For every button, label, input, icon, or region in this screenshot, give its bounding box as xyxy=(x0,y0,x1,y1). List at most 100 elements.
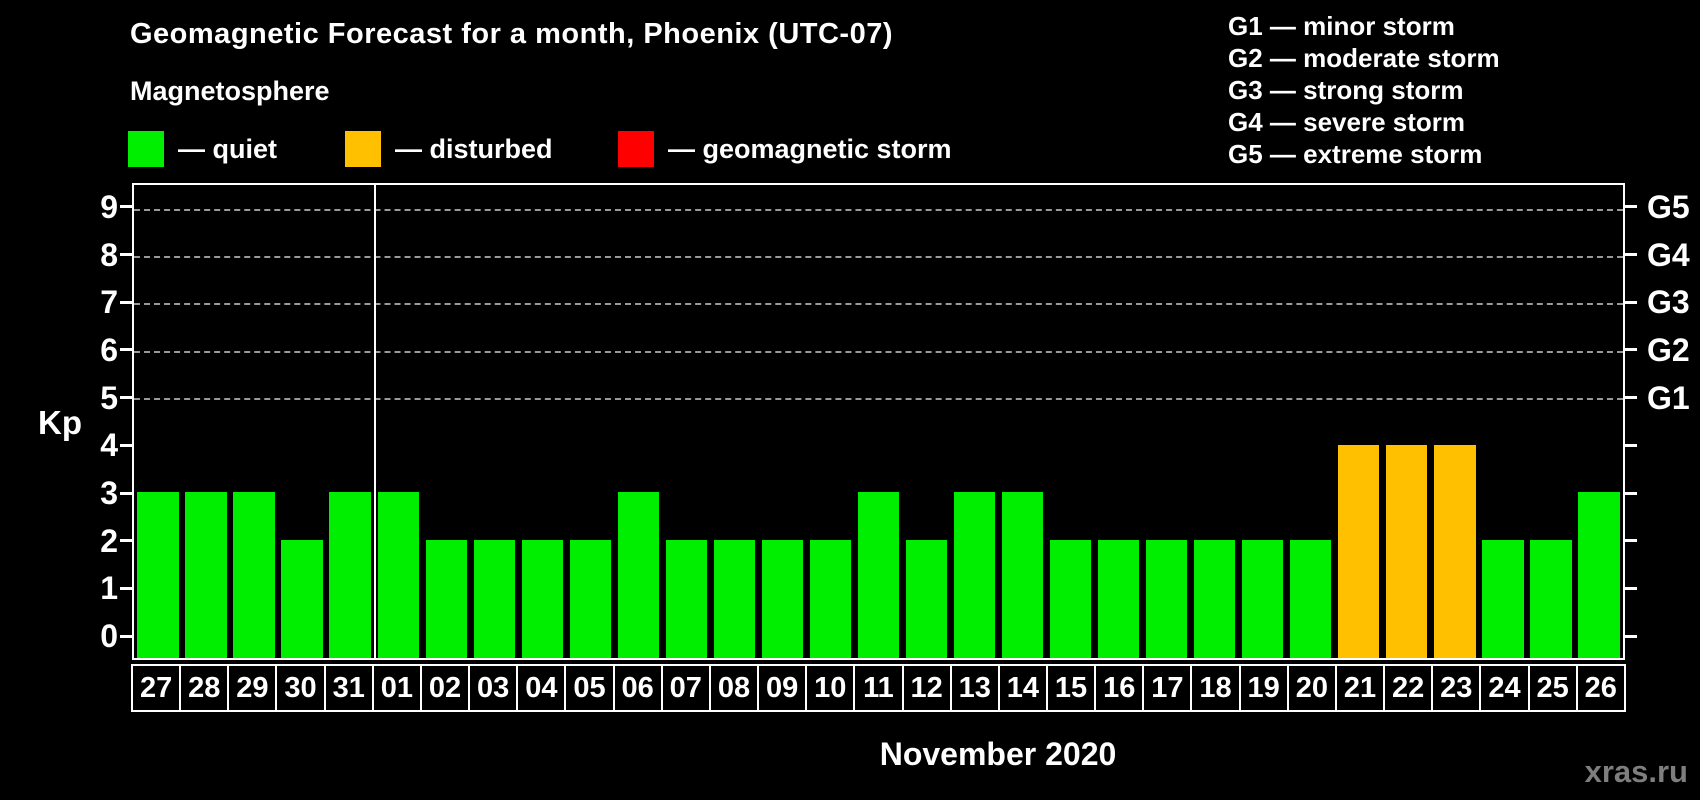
y-tick-mark-right-0 xyxy=(1625,634,1637,638)
quiet-color-swatch xyxy=(128,131,164,167)
legend-item-storm: — geomagnetic storm xyxy=(618,131,952,167)
day-cell-08: 08 xyxy=(708,666,757,710)
y-tick-label-1: 1 xyxy=(100,570,118,607)
day-cell-18: 18 xyxy=(1190,666,1238,710)
day-cell-05: 05 xyxy=(564,666,612,710)
g-scale-legend: G1 — minor storm G2 — moderate storm G3 — … xyxy=(1228,10,1500,170)
y-tick-mark-left-6 xyxy=(120,348,132,352)
y-tick-label-3: 3 xyxy=(100,475,118,512)
day-cell-06: 06 xyxy=(612,666,661,710)
y-tick-mark-right-2 xyxy=(1625,539,1637,543)
day-cell-27: 27 xyxy=(139,671,173,704)
bar-day-01 xyxy=(377,492,419,658)
day-cell-03: 03 xyxy=(468,666,516,710)
g-legend-line-5: G5 — extreme storm xyxy=(1228,139,1483,169)
y-tick-mark-left-5 xyxy=(120,396,132,400)
day-cell-24: 24 xyxy=(1479,666,1527,710)
day-cell-17: 17 xyxy=(1142,666,1190,710)
gridline-kp5 xyxy=(134,397,1623,400)
storm-color-swatch xyxy=(618,131,654,167)
bar-day-28 xyxy=(185,492,227,658)
bar-day-05 xyxy=(569,539,611,658)
right-axis-label-G4: G4 xyxy=(1647,236,1690,273)
bar-day-30 xyxy=(281,539,323,658)
bar-day-14 xyxy=(1001,492,1044,658)
bar-day-22 xyxy=(1386,445,1428,658)
day-cell-11: 11 xyxy=(853,666,901,710)
day-cell-15: 15 xyxy=(1045,666,1094,710)
y-tick-mark-left-8 xyxy=(120,253,132,257)
day-cell-22: 22 xyxy=(1383,666,1431,710)
day-cell-02: 02 xyxy=(419,666,468,710)
y-tick-mark-left-2 xyxy=(120,539,132,543)
y-tick-mark-left-1 xyxy=(120,586,132,590)
legend-label-disturbed: — disturbed xyxy=(395,133,553,164)
y-tick-mark-right-9 xyxy=(1625,205,1637,209)
disturbed-color-swatch xyxy=(345,131,381,167)
y-axis-title: Kp xyxy=(38,404,82,441)
day-cell-20: 20 xyxy=(1286,666,1335,710)
day-cell-21: 21 xyxy=(1334,666,1383,710)
right-axis-label-G2: G2 xyxy=(1647,331,1690,368)
gridline-kp9 xyxy=(134,208,1623,211)
right-axis-label-G1: G1 xyxy=(1647,379,1690,416)
gridline-kp7 xyxy=(134,303,1623,306)
day-cell-19: 19 xyxy=(1238,666,1287,710)
bar-day-19 xyxy=(1242,539,1284,658)
bar-day-13 xyxy=(953,492,996,658)
bar-day-26 xyxy=(1578,492,1620,658)
bar-day-17 xyxy=(1146,539,1188,658)
right-axis-label-G3: G3 xyxy=(1647,284,1690,321)
y-tick-label-8: 8 xyxy=(100,236,118,273)
bar-day-09 xyxy=(761,539,804,658)
bar-day-02 xyxy=(425,539,467,658)
bar-day-20 xyxy=(1290,539,1332,658)
legend-item-disturbed: — disturbed xyxy=(345,131,553,167)
y-tick-mark-right-8 xyxy=(1625,253,1637,257)
bar-day-06 xyxy=(617,492,659,658)
day-cell-28: 28 xyxy=(179,666,227,710)
g-legend-line-2: G2 — moderate storm xyxy=(1228,43,1500,73)
gridline-kp6 xyxy=(134,350,1623,353)
y-tick-label-2: 2 xyxy=(100,522,118,559)
day-cell-10: 10 xyxy=(805,666,853,710)
y-tick-mark-left-0 xyxy=(120,634,132,638)
g-legend-line-1: G1 — minor storm xyxy=(1228,11,1455,41)
y-tick-mark-left-3 xyxy=(120,491,132,495)
bar-day-18 xyxy=(1194,539,1236,658)
plot-area xyxy=(132,183,1625,660)
gridline-kp8 xyxy=(134,255,1623,258)
day-cell-07: 07 xyxy=(660,666,709,710)
g-legend-line-3: G3 — strong storm xyxy=(1228,75,1464,105)
day-cell-01: 01 xyxy=(371,666,420,710)
bar-day-07 xyxy=(665,539,707,658)
day-cell-23: 23 xyxy=(1431,666,1479,710)
g-legend-line-4: G4 — severe storm xyxy=(1228,107,1466,137)
y-tick-mark-right-7 xyxy=(1625,300,1637,304)
y-tick-label-9: 9 xyxy=(100,188,118,225)
month-separator-line xyxy=(374,185,377,658)
bar-day-12 xyxy=(905,539,948,658)
legend-label-storm: — geomagnetic storm xyxy=(668,133,952,164)
bar-day-10 xyxy=(809,539,852,658)
day-cell-30: 30 xyxy=(275,666,323,710)
day-cell-29: 29 xyxy=(227,666,275,710)
bar-day-24 xyxy=(1482,539,1524,658)
y-tick-mark-right-5 xyxy=(1625,396,1637,400)
day-cell-13: 13 xyxy=(949,666,998,710)
y-tick-label-6: 6 xyxy=(100,331,118,368)
day-cell-25: 25 xyxy=(1527,666,1576,710)
bar-day-03 xyxy=(473,539,515,658)
bar-day-23 xyxy=(1434,445,1476,658)
y-tick-mark-left-9 xyxy=(120,205,132,209)
day-cell-31: 31 xyxy=(323,666,372,710)
page-title: Geomagnetic Forecast for a month, Phoeni… xyxy=(130,18,893,50)
day-cell-14: 14 xyxy=(997,666,1046,710)
day-cell-04: 04 xyxy=(516,666,564,710)
y-tick-mark-left-4 xyxy=(120,443,132,447)
y-tick-mark-right-1 xyxy=(1625,586,1637,590)
day-cell-16: 16 xyxy=(1094,666,1142,710)
bar-day-08 xyxy=(713,539,756,658)
day-cell-26: 26 xyxy=(1575,666,1624,710)
